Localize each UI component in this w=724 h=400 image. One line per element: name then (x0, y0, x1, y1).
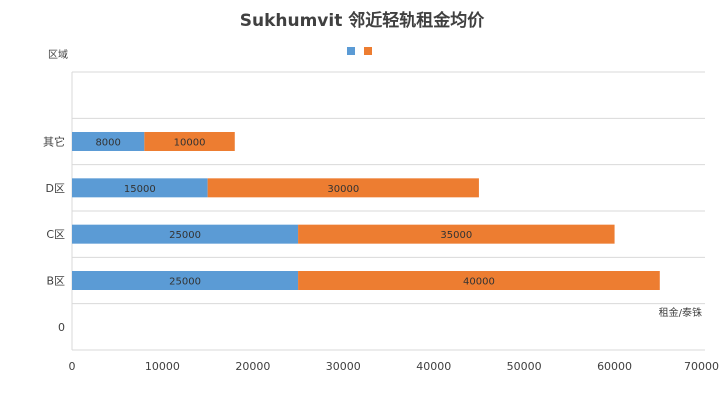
bar-segment (144, 132, 235, 151)
x-axis-label: 租金/泰铢 (659, 306, 702, 319)
x-tick-label: 10000 (145, 360, 180, 373)
legend-swatch (347, 47, 355, 55)
category-label: C区 (46, 228, 65, 241)
bar-segment (72, 178, 208, 198)
x-tick-label: 60000 (597, 360, 632, 373)
data-label: 25000 (169, 230, 201, 241)
x-tick-label: 0 (69, 360, 76, 373)
gridlines (71, 71, 705, 351)
x-tick-label: 20000 (235, 360, 270, 373)
x-tick-label: 50000 (507, 360, 542, 373)
legend-swatch (364, 47, 372, 55)
chart-title: Sukhumvit 邻近轻轨租金均价 (240, 10, 486, 31)
data-label: 30000 (327, 184, 359, 195)
bar-segment (72, 224, 299, 244)
data-label: 10000 (174, 138, 206, 149)
data-label: 15000 (124, 184, 156, 195)
x-tick-label: 40000 (416, 360, 451, 373)
category-label: D区 (46, 182, 65, 195)
x-tick-label: 30000 (326, 360, 361, 373)
category-labels: 0 B区 C区 D区 其它 (43, 135, 65, 334)
category-label: 0 (58, 321, 65, 334)
y-axis-label: 区域 (48, 48, 68, 61)
x-tick-labels: 0 10000 20000 30000 40000 50000 60000 70000 (69, 360, 720, 373)
legend (347, 47, 372, 55)
data-label: 40000 (463, 277, 495, 288)
bar-segment (72, 271, 299, 290)
bar-segment (298, 271, 660, 290)
bars: 25000 40000 25000 35000 15000 30000 8000 10000 (72, 132, 660, 290)
category-label: B区 (46, 275, 65, 288)
category-label: 其它 (43, 135, 65, 149)
data-label: 25000 (169, 277, 201, 288)
data-label: 8000 (95, 138, 120, 149)
data-label: 35000 (440, 230, 472, 241)
x-tick-label: 70000 (684, 360, 719, 373)
bar-segment (298, 224, 615, 244)
bar-segment (207, 178, 479, 198)
bar-segment (72, 132, 145, 151)
